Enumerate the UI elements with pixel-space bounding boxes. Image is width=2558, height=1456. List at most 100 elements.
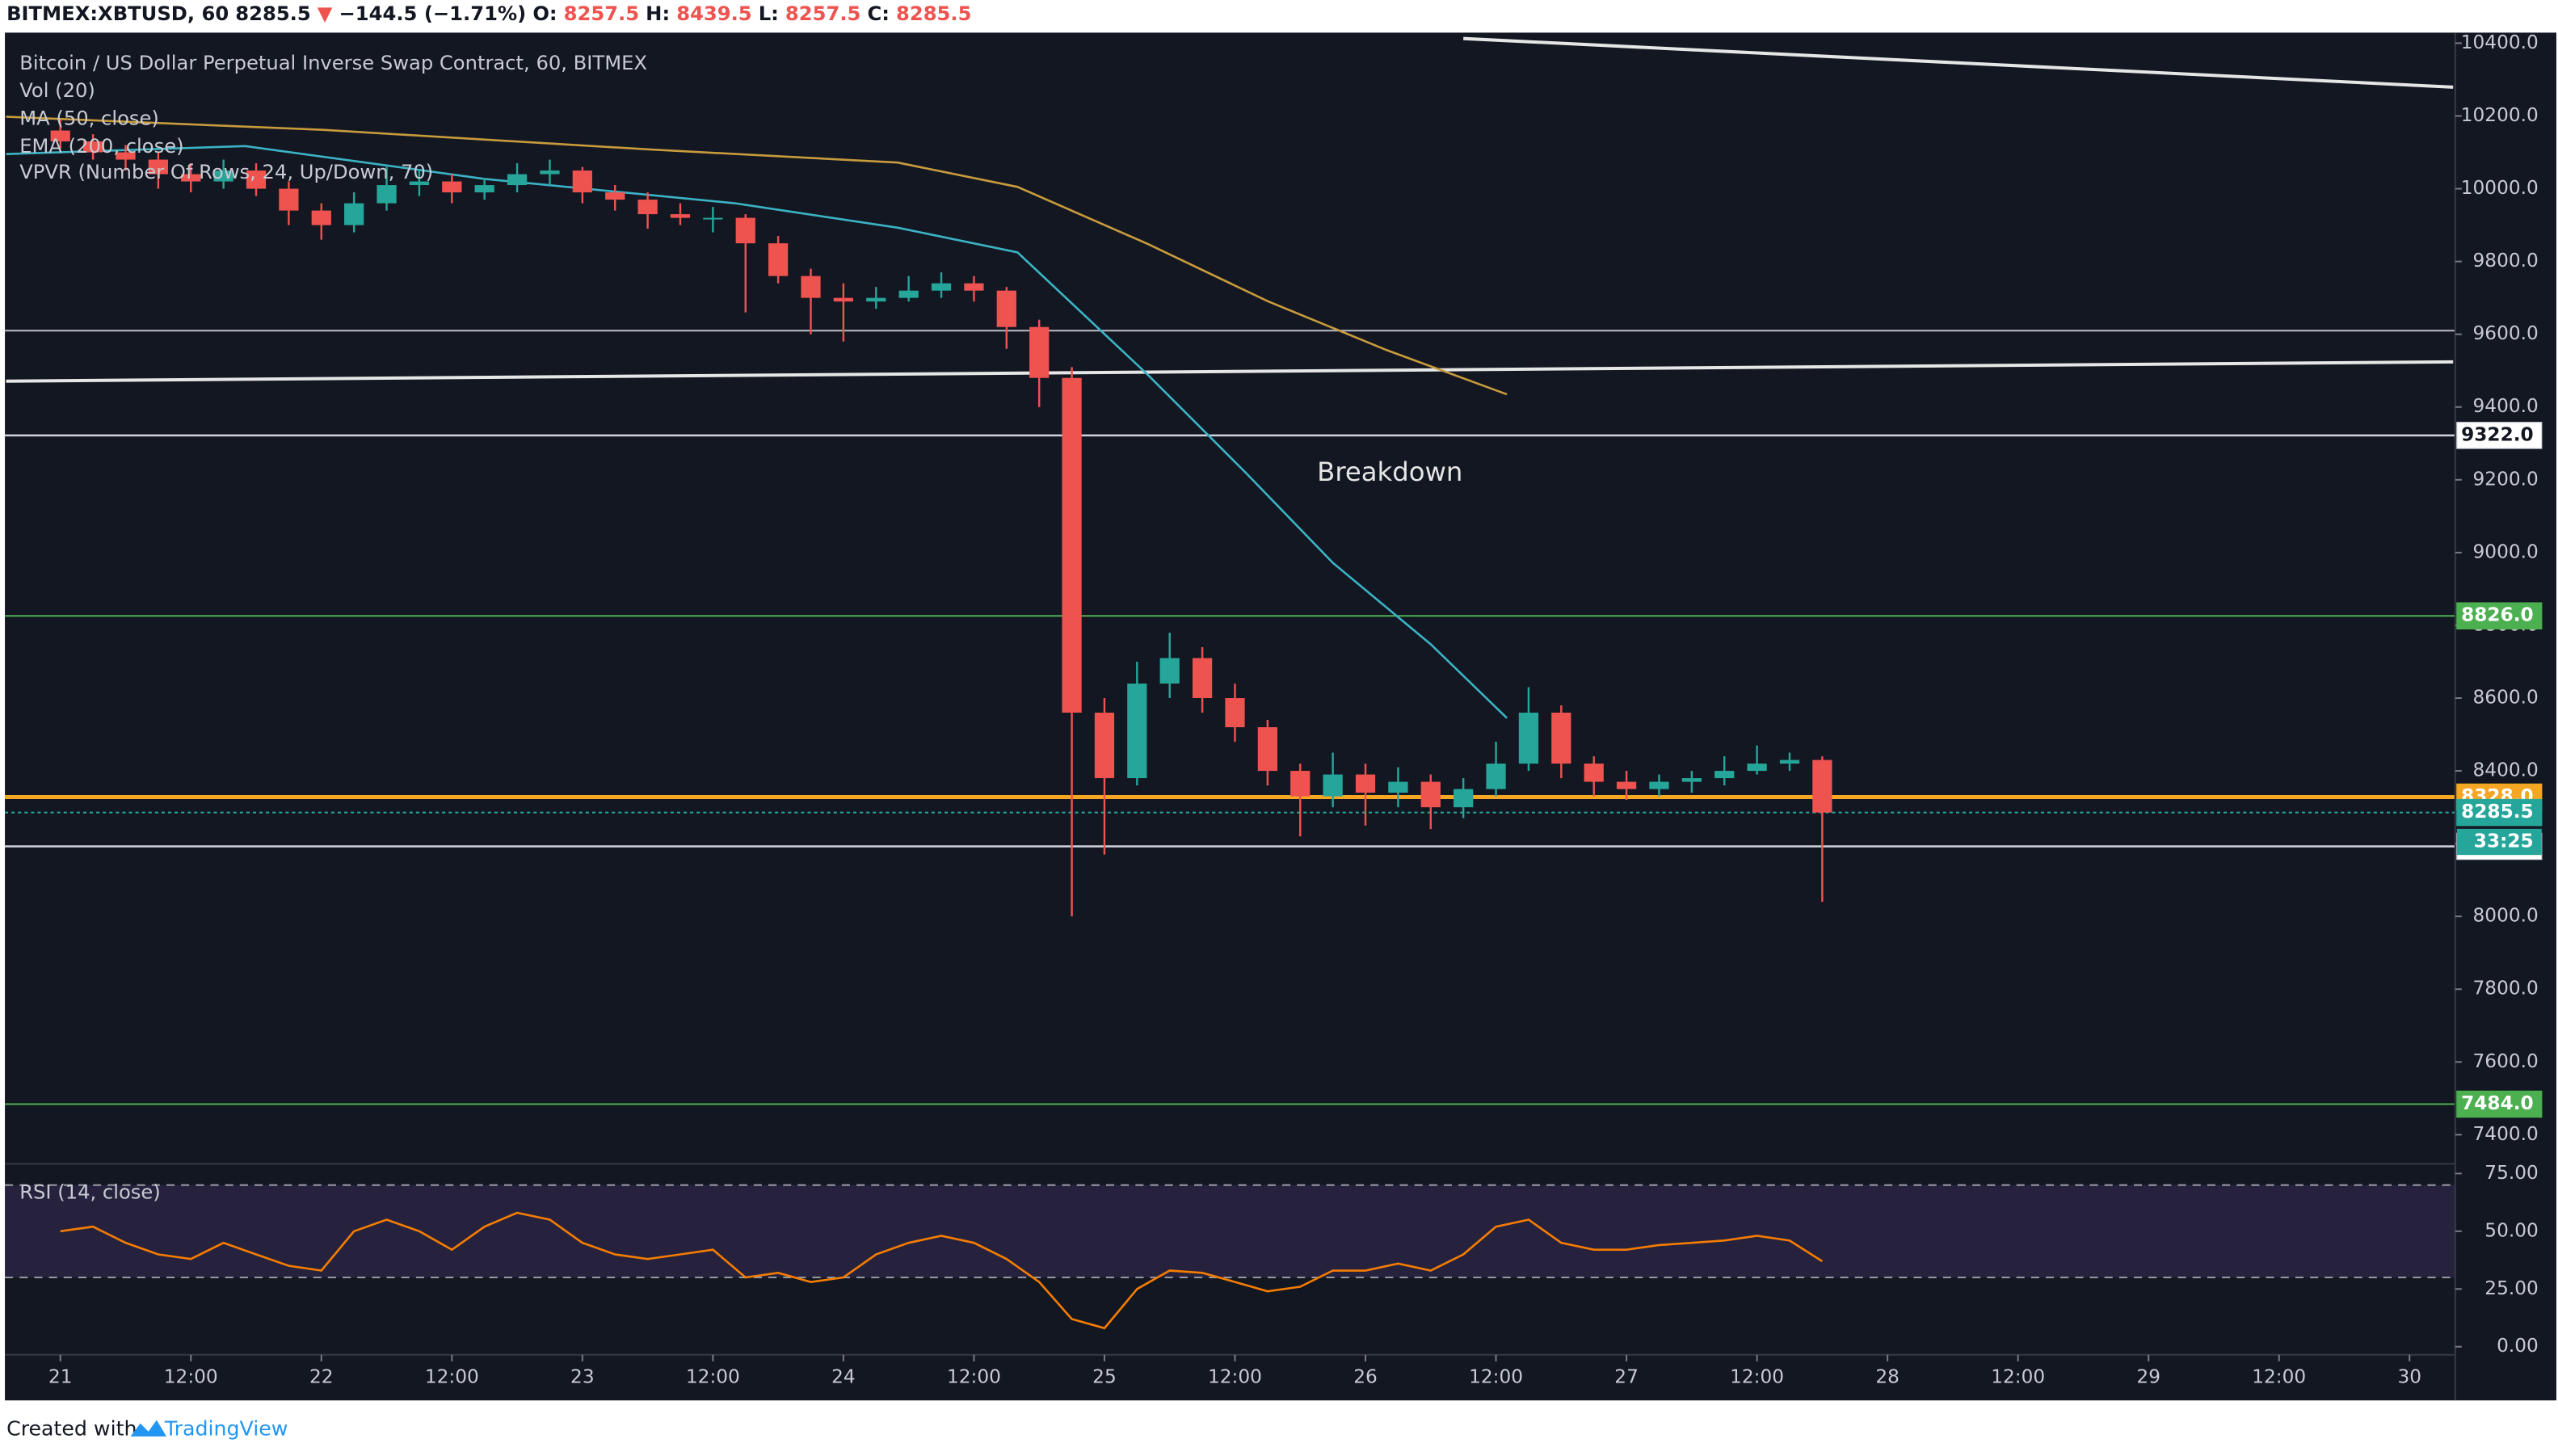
y-tick-label: 8000.0: [2473, 905, 2539, 927]
y-tick-label: 9000.0: [2473, 541, 2539, 562]
trend-line: [1463, 36, 2454, 89]
candle-body: [1681, 778, 1702, 782]
indicator-line: [6, 145, 1508, 719]
x-tick-label: 12:00: [1208, 1366, 1262, 1388]
candle-body: [279, 188, 299, 211]
y-tick-label: 10000.0: [2461, 177, 2539, 199]
level-label: 7484.0: [2461, 1092, 2534, 1114]
vpvr-legend: VPVR (Number Of Rows, 24, Up/Down, 70): [19, 161, 433, 183]
countdown: 33:25: [2474, 830, 2534, 852]
candle-body: [82, 141, 103, 153]
x-tick-label: 12:00: [1469, 1366, 1523, 1388]
candle-body: [50, 130, 70, 142]
x-tick-label: 12:00: [1991, 1366, 2045, 1388]
candle-body: [1420, 781, 1441, 808]
header-item: O:: [532, 2, 557, 25]
y-tick-label: 10400.0: [2461, 32, 2539, 53]
rsi-y-tick-label: 0.00: [2497, 1335, 2539, 1357]
candle-body: [1779, 760, 1800, 764]
trend-line: [6, 360, 2454, 383]
level-label-box: [2456, 602, 2543, 629]
candle-body: [866, 297, 886, 302]
candle-body: [1225, 697, 1245, 728]
chart-background: [5, 32, 2556, 1401]
candle-body: [116, 152, 136, 160]
candle-body: [540, 170, 560, 175]
candle-body: [1323, 774, 1343, 797]
footer-brand[interactable]: TradingView: [164, 1417, 288, 1441]
footer-background: [0, 1400, 2558, 1456]
level-label-box: [2456, 798, 2543, 827]
candle-body: [1454, 789, 1474, 808]
y-tick-label: 10200.0: [2461, 104, 2539, 126]
header-item: 8285.5: [896, 2, 971, 25]
candle-body: [377, 185, 397, 204]
candle-body: [1551, 713, 1571, 764]
candle-body: [246, 170, 267, 189]
x-tick-label: 12:00: [2252, 1366, 2306, 1388]
rsi-pane: [5, 1184, 2455, 1330]
x-tick-label: 12:00: [425, 1366, 479, 1388]
x-tick-label: 26: [1353, 1366, 1378, 1388]
axes: 7400.07600.07800.08000.08200.08400.08600…: [48, 32, 2543, 1388]
y-tick-label: 8600.0: [2473, 686, 2539, 708]
candle-body: [833, 297, 854, 302]
level-label: 9322.0: [2461, 423, 2534, 445]
candle-body: [1159, 658, 1180, 684]
candle-body: [572, 170, 592, 193]
candle-body: [148, 159, 168, 175]
indicator-line: [6, 116, 1508, 396]
candle-body: [1355, 774, 1376, 793]
candle-body: [996, 290, 1016, 327]
level-label-box: [2456, 422, 2543, 449]
annotation: Breakdown: [1317, 457, 1462, 487]
countdown-box: [2456, 828, 2542, 856]
x-tick-label: 27: [1614, 1366, 1639, 1388]
candle-body: [670, 214, 691, 218]
candle-body: [605, 192, 625, 200]
price-pane: [5, 36, 2455, 1105]
header-item: ▼: [318, 2, 333, 25]
rsi-band: [5, 1185, 2455, 1278]
rsi-title: RSI (14, close): [19, 1181, 161, 1204]
x-tick-label: 23: [570, 1366, 595, 1388]
x-tick-label: 30: [2397, 1366, 2421, 1388]
rsi-y-tick-label: 50.00: [2484, 1219, 2538, 1241]
candle-body: [1714, 771, 1735, 779]
x-tick-label: 22: [309, 1366, 334, 1388]
candle-body: [637, 200, 658, 215]
level-label-box: [2456, 1090, 2543, 1118]
x-tick-label: 25: [1092, 1366, 1117, 1388]
candle-body: [1388, 781, 1408, 793]
candle-body: [1192, 658, 1213, 698]
header-item: L:: [759, 2, 779, 25]
candle-body: [703, 217, 723, 220]
candle-body: [1649, 781, 1669, 789]
candle-body: [1518, 713, 1539, 764]
tradingview-logo: [130, 1420, 166, 1437]
candle-body: [1029, 326, 1050, 378]
level-label: 8285.5: [2461, 801, 2534, 823]
candle-body: [181, 174, 201, 182]
candle-body: [1616, 781, 1637, 789]
y-tick-label: 8400.0: [2473, 760, 2539, 781]
x-tick-label: 21: [48, 1366, 73, 1388]
candle-body: [964, 283, 984, 291]
candle-body: [1747, 764, 1767, 772]
rsi-y-tick-label: 75.00: [2484, 1162, 2538, 1184]
x-tick-label: 24: [831, 1366, 856, 1388]
rsi-y-tick-label: 25.00: [2484, 1277, 2538, 1299]
candle-body: [442, 181, 462, 193]
footer-text: Created with: [6, 1417, 137, 1441]
candle-body: [213, 170, 234, 182]
candle-body: [1812, 760, 1832, 813]
header-item: 8439.5: [676, 2, 751, 25]
level-label: 8826.0: [2461, 604, 2534, 626]
x-tick-label: 12:00: [947, 1366, 1001, 1388]
candle-body: [801, 276, 821, 298]
candle-body: [931, 283, 952, 291]
header-item: 8257.5: [564, 2, 639, 25]
y-tick-label: 7400.0: [2473, 1123, 2539, 1145]
